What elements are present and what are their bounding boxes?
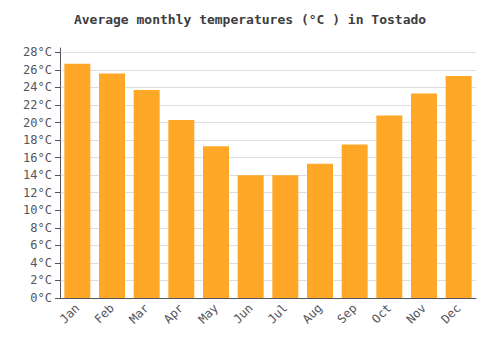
svg-text:May: May xyxy=(196,301,221,326)
svg-text:Mar: Mar xyxy=(126,301,151,326)
svg-text:Sep: Sep xyxy=(334,301,359,326)
svg-text:Feb: Feb xyxy=(92,301,117,326)
svg-text:6°C: 6°C xyxy=(30,238,52,252)
svg-text:12°C: 12°C xyxy=(23,186,52,200)
svg-text:28°C: 28°C xyxy=(23,45,52,59)
svg-text:Jul: Jul xyxy=(265,301,290,326)
svg-text:Dec: Dec xyxy=(438,301,463,326)
svg-text:Nov: Nov xyxy=(404,301,429,326)
svg-text:26°C: 26°C xyxy=(23,63,52,77)
svg-text:18°C: 18°C xyxy=(23,133,52,147)
svg-text:2°C: 2°C xyxy=(30,273,52,287)
svg-text:Jun: Jun xyxy=(230,301,255,326)
svg-text:Jan: Jan xyxy=(57,301,82,326)
svg-text:8°C: 8°C xyxy=(30,221,52,235)
svg-text:10°C: 10°C xyxy=(23,203,52,217)
svg-text:14°C: 14°C xyxy=(23,168,52,182)
svg-text:20°C: 20°C xyxy=(23,116,52,130)
svg-text:4°C: 4°C xyxy=(30,256,52,270)
svg-text:16°C: 16°C xyxy=(23,151,52,165)
svg-text:0°C: 0°C xyxy=(30,291,52,305)
svg-text:Oct: Oct xyxy=(369,301,394,326)
svg-text:Apr: Apr xyxy=(161,301,186,326)
svg-text:22°C: 22°C xyxy=(23,98,52,112)
svg-text:Aug: Aug xyxy=(300,301,325,326)
svg-text:24°C: 24°C xyxy=(23,80,52,94)
svg-text:Average monthly temperatures (: Average monthly temperatures (°C ) in To… xyxy=(74,12,426,27)
